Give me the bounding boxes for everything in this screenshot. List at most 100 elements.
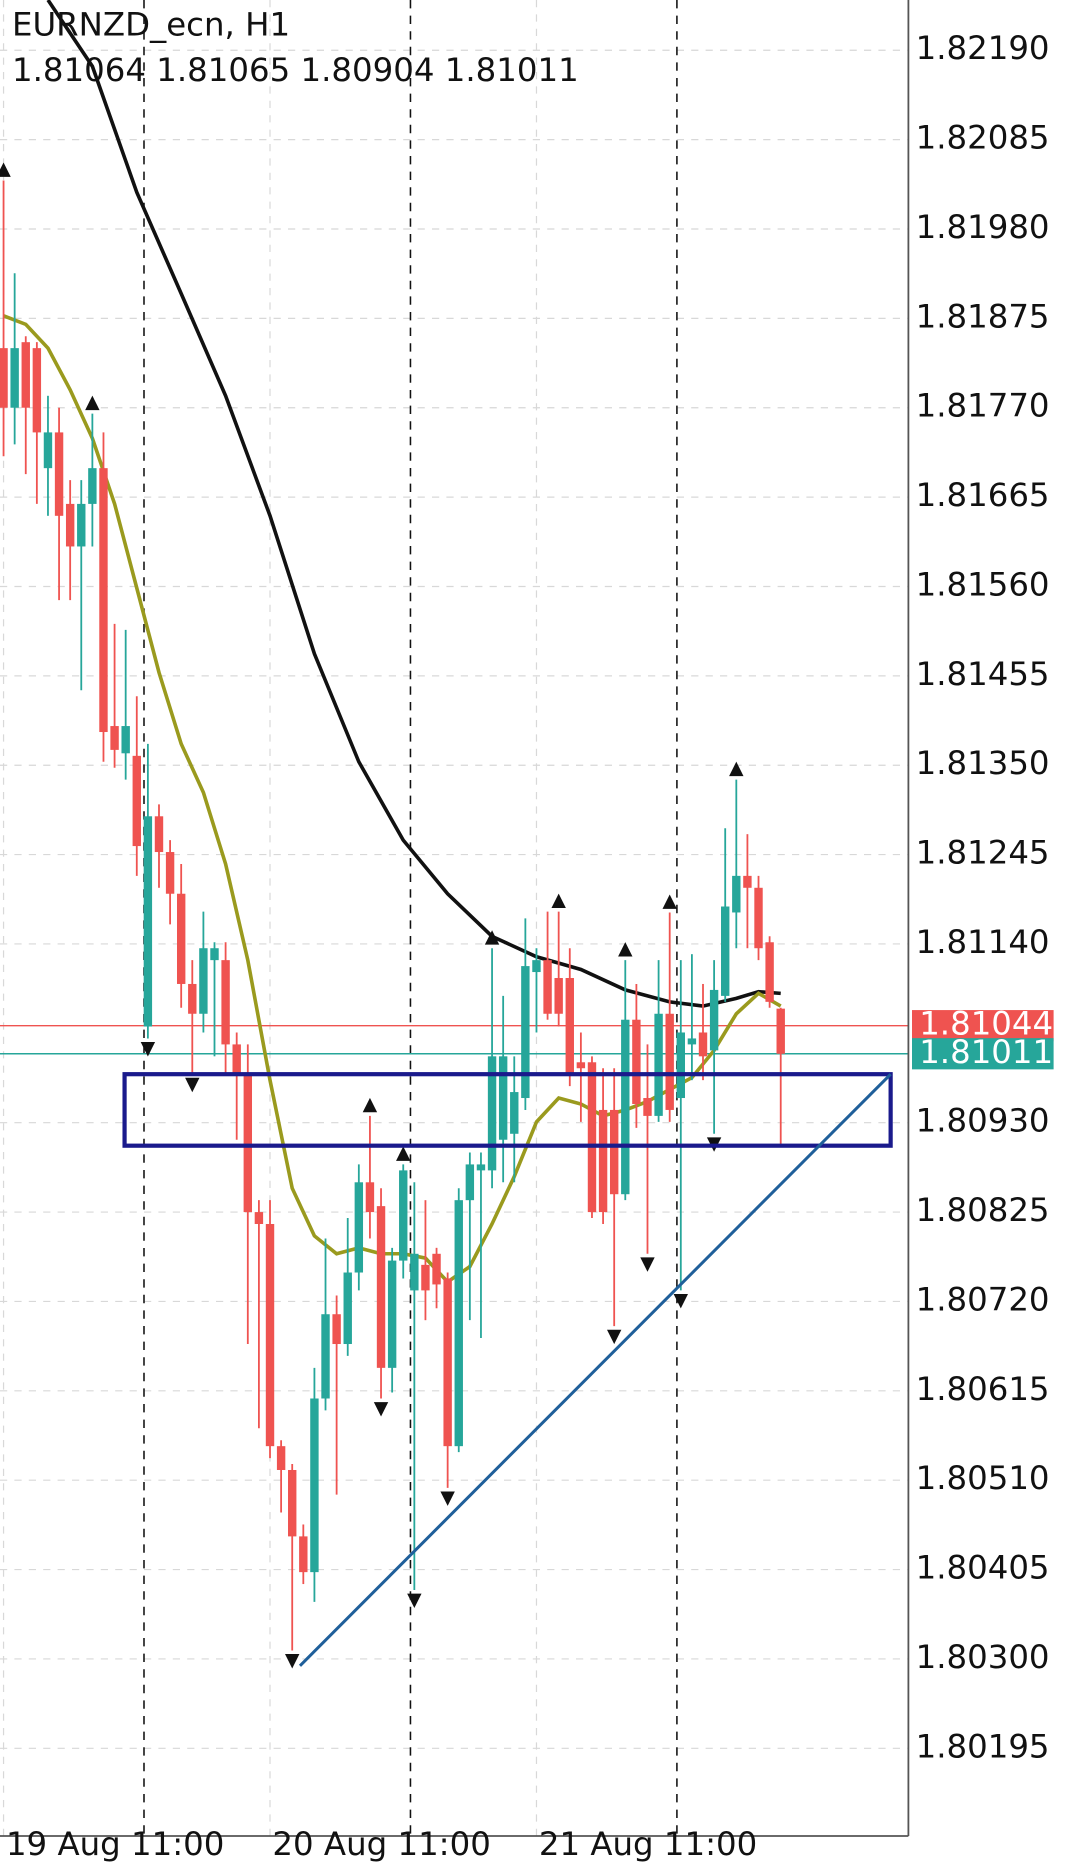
- candle-body: [598, 1109, 608, 1213]
- y-tick-label: 1.82190: [916, 29, 1050, 67]
- y-tick-label: 1.81875: [916, 297, 1050, 335]
- x-tick-label: 21 Aug 11:00: [539, 1825, 757, 1863]
- candle-body: [465, 1164, 475, 1201]
- candle-body: [732, 875, 741, 913]
- candle-body: [576, 1062, 586, 1069]
- fractal-down: [640, 1257, 655, 1272]
- fractal-down: [373, 1402, 389, 1417]
- y-tick-label: 1.80825: [916, 1191, 1050, 1229]
- y-tick-label: 1.80405: [916, 1549, 1050, 1587]
- candle-body: [165, 852, 175, 894]
- candle-body: [176, 893, 186, 984]
- fractal-up: [551, 893, 566, 909]
- ask-price-box: [912, 1010, 1054, 1042]
- plot-area: [0, 0, 909, 1836]
- candle-body: [421, 1264, 430, 1291]
- fractal-up: [85, 395, 100, 411]
- bid-price-label: 1.81011: [919, 1033, 1053, 1071]
- candle-body: [288, 1469, 297, 1537]
- fractal-up: [618, 942, 633, 957]
- candle-body: [110, 726, 119, 750]
- candle-body: [199, 948, 208, 1014]
- candle-body: [632, 1019, 641, 1104]
- candle-body: [665, 1013, 674, 1110]
- candle-body: [743, 875, 752, 888]
- y-tick-label: 1.80615: [916, 1370, 1050, 1408]
- fractal-up: [396, 1146, 411, 1161]
- y-tick-label: 1.81770: [916, 387, 1050, 425]
- ask-price-label: 1.81044: [919, 1005, 1053, 1043]
- candle-body: [143, 816, 153, 1027]
- candle-body: [321, 1314, 330, 1399]
- y-tick-label: 1.81245: [916, 834, 1050, 872]
- fractal-down: [673, 1293, 689, 1309]
- y-tick-label: 1.81980: [916, 208, 1050, 246]
- fractal-up: [729, 761, 744, 777]
- candle-body: [476, 1164, 486, 1171]
- candle-body: [276, 1446, 286, 1470]
- y-tick-label: 1.80300: [916, 1638, 1050, 1676]
- candle-body: [765, 942, 774, 1002]
- y-tick-label: 1.81665: [916, 476, 1050, 514]
- candle-body: [88, 468, 97, 504]
- candle-body: [65, 503, 75, 547]
- candle-body: [498, 1056, 508, 1140]
- candle-body: [376, 1206, 386, 1368]
- ohlc-low: 1.80904: [301, 51, 435, 89]
- candle-body: [643, 1098, 652, 1116]
- candle-body: [510, 1092, 519, 1134]
- candle-body: [265, 1224, 275, 1447]
- candle-body: [709, 989, 719, 1051]
- candle-body: [432, 1253, 441, 1285]
- y-tick-label: 1.81140: [916, 923, 1050, 961]
- candle-body: [698, 1032, 708, 1057]
- y-tick-label: 1.81455: [916, 655, 1050, 693]
- ohlc-close: 1.81011: [445, 51, 579, 89]
- y-tick-label: 1.80930: [916, 1102, 1050, 1140]
- fractal-up: [662, 894, 677, 909]
- candle-body: [754, 887, 763, 949]
- candle-body: [554, 978, 563, 1014]
- candle-body: [587, 1062, 597, 1213]
- candle-body: [10, 348, 19, 408]
- fractal-up: [484, 930, 500, 945]
- candle-body: [299, 1536, 308, 1573]
- candle-body: [387, 1260, 397, 1368]
- y-tick-label: 1.82085: [916, 119, 1050, 157]
- fractal-up: [0, 162, 11, 177]
- candle-body: [343, 1272, 352, 1345]
- candle-body: [487, 1056, 497, 1171]
- candle-body: [99, 468, 108, 733]
- candle-body: [188, 983, 197, 1014]
- fractal-down: [140, 1042, 156, 1057]
- candle-body: [310, 1398, 319, 1573]
- y-tick-label: 1.80195: [916, 1727, 1050, 1765]
- zone-rectangle: [122, 1072, 893, 1148]
- candle-body: [154, 816, 164, 853]
- candle-body: [365, 1182, 375, 1213]
- candle-body: [565, 978, 574, 1075]
- candle-body: [410, 1253, 419, 1291]
- candle-body: [443, 1278, 452, 1447]
- candle-body: [221, 960, 230, 1045]
- fractal-down: [440, 1491, 455, 1506]
- candle-body: [21, 342, 30, 408]
- y-tick-label: 1.80510: [916, 1459, 1050, 1497]
- fractal-down: [606, 1329, 622, 1345]
- candle-body: [687, 1038, 697, 1045]
- candle-body: [776, 1008, 785, 1054]
- fractal-down: [407, 1593, 422, 1609]
- chart-title: EURNZD_ecn, H1: [12, 5, 290, 43]
- candle-body: [721, 906, 730, 996]
- candle-body: [254, 1212, 264, 1224]
- candle-body: [43, 432, 53, 469]
- y-tick-label: 1.81350: [916, 744, 1050, 782]
- candle-body: [654, 1013, 663, 1116]
- candle-body: [354, 1182, 364, 1273]
- candle-body: [532, 960, 541, 973]
- candle-body: [77, 503, 86, 547]
- ohlc-open: 1.81064: [12, 51, 146, 89]
- axis-labels: 1.82190 1.82085 1.81980 1.81875 1.81770 1.816…: [6, 29, 1054, 1863]
